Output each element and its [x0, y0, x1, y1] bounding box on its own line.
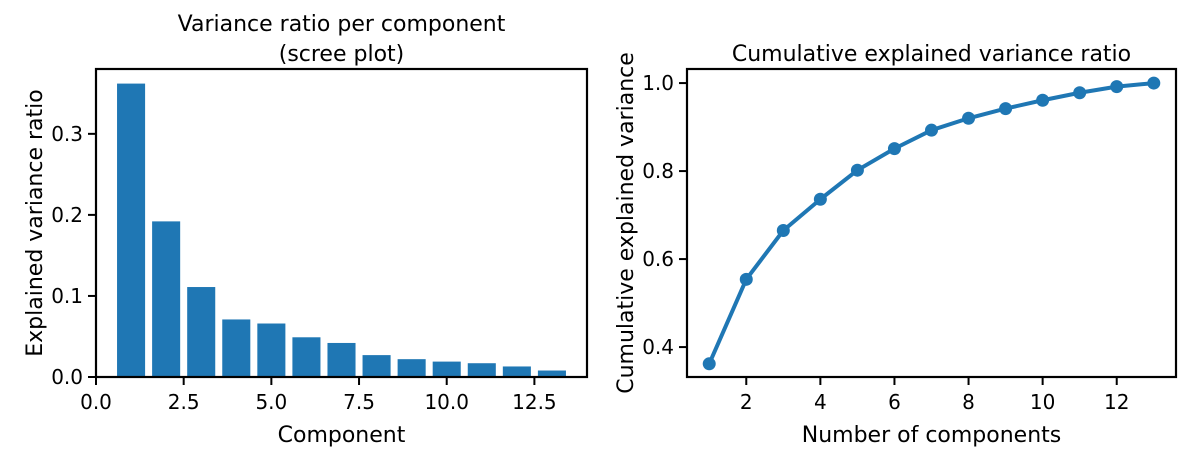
- x-tick-label: 0.0: [80, 390, 112, 414]
- axes-frame: [685, 67, 1178, 379]
- bar-component-2: [152, 221, 181, 377]
- point-7: [925, 123, 938, 137]
- y-axis-label: Explained variance ratio: [23, 89, 48, 356]
- y-tick-label: 0.8: [642, 159, 674, 183]
- y-tick-label: 0.3: [51, 122, 83, 146]
- y-tick-label: 1.0: [642, 71, 674, 95]
- point-10: [1036, 93, 1050, 107]
- point-9: [999, 102, 1013, 116]
- x-tick-label: 2: [740, 390, 753, 414]
- x-tick-label: 12.5: [512, 390, 557, 414]
- y-tick-label: 0.1: [51, 284, 83, 308]
- bar-component-4: [222, 319, 251, 377]
- bar-component-1: [117, 83, 146, 377]
- bar-component-8: [362, 355, 391, 377]
- cumulative-variance-panel: Cumulative explained variance ratio 2 4 6 8 1…: [614, 42, 1178, 448]
- x-tick-label: 12: [1104, 390, 1129, 414]
- axes-frame: [94, 67, 589, 379]
- x-tick-label: 7.5: [343, 390, 375, 414]
- point-8: [962, 111, 976, 125]
- x-tick-label: 10.0: [424, 390, 469, 414]
- y-tick-label: 0.2: [51, 203, 83, 227]
- bar-component-5: [257, 323, 286, 377]
- y-tick-label: 0.4: [642, 335, 674, 359]
- bar-component-3: [187, 287, 216, 377]
- chart-title: Variance ratio per component: [178, 12, 506, 37]
- x-tick-label: 10: [1030, 390, 1055, 414]
- bar-component-10: [432, 361, 461, 377]
- x-tick-label: 5.0: [255, 390, 287, 414]
- y-tick-label: 0.0: [51, 365, 83, 389]
- point-3: [776, 223, 790, 237]
- bar-component-6: [292, 337, 321, 377]
- scree-plot-panel: Variance ratio per component (scree plot)…: [23, 12, 589, 448]
- bar-component-11: [467, 363, 496, 377]
- chart-title: (scree plot): [279, 42, 405, 67]
- point-11: [1073, 86, 1087, 100]
- point-12: [1110, 80, 1124, 94]
- chart-title: Cumulative explained variance ratio: [732, 42, 1131, 67]
- x-tick-label: 6: [888, 390, 901, 414]
- y-axis-label: Cumulative explained variance: [614, 52, 639, 394]
- bar-component-7: [327, 342, 356, 377]
- x-tick-label: 4: [814, 390, 827, 414]
- point-13: [1147, 76, 1161, 90]
- bar-component-12: [502, 366, 531, 377]
- x-axis-label: Number of components: [802, 423, 1062, 448]
- x-axis-label: Component: [278, 423, 406, 448]
- x-tick-label: 8: [962, 390, 975, 414]
- y-tick-label: 0.6: [642, 247, 674, 271]
- bar-component-9: [397, 359, 426, 377]
- point-5: [850, 163, 864, 177]
- x-tick-label: 2.5: [168, 390, 200, 414]
- point-6: [887, 142, 901, 156]
- point-1: [702, 357, 716, 371]
- point-4: [813, 192, 827, 206]
- point-2: [739, 272, 753, 286]
- bar-component-13: [537, 370, 566, 377]
